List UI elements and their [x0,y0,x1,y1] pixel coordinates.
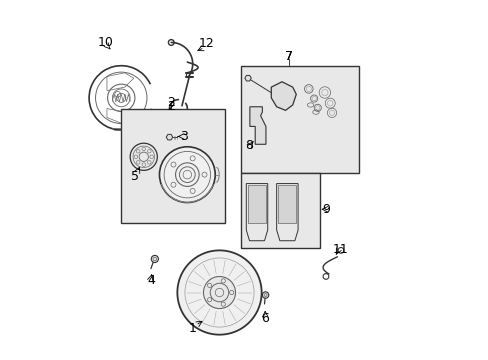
Text: 3: 3 [180,130,187,143]
Circle shape [203,276,235,309]
Bar [121,109,224,223]
Circle shape [262,292,268,298]
Text: 2: 2 [167,100,175,113]
Text: 6: 6 [261,312,268,325]
Text: 4: 4 [147,274,155,287]
Polygon shape [271,82,296,111]
Circle shape [159,147,215,203]
Polygon shape [247,185,265,223]
Polygon shape [249,107,265,144]
Text: 7: 7 [285,50,292,63]
Text: 10: 10 [98,36,114,49]
Polygon shape [276,184,298,241]
Polygon shape [246,184,267,241]
Bar [241,173,319,248]
Circle shape [151,255,158,262]
Polygon shape [278,185,296,223]
Text: 7: 7 [285,50,292,63]
Text: 9: 9 [322,203,329,216]
Circle shape [177,250,261,335]
Polygon shape [244,75,251,81]
Text: 8: 8 [244,139,253,152]
Text: 12: 12 [199,37,214,50]
Text: 11: 11 [332,243,347,256]
Bar [241,66,358,173]
Text: 2: 2 [167,96,175,109]
Text: 5: 5 [131,170,139,183]
Text: 1: 1 [188,322,196,335]
Polygon shape [166,134,172,140]
